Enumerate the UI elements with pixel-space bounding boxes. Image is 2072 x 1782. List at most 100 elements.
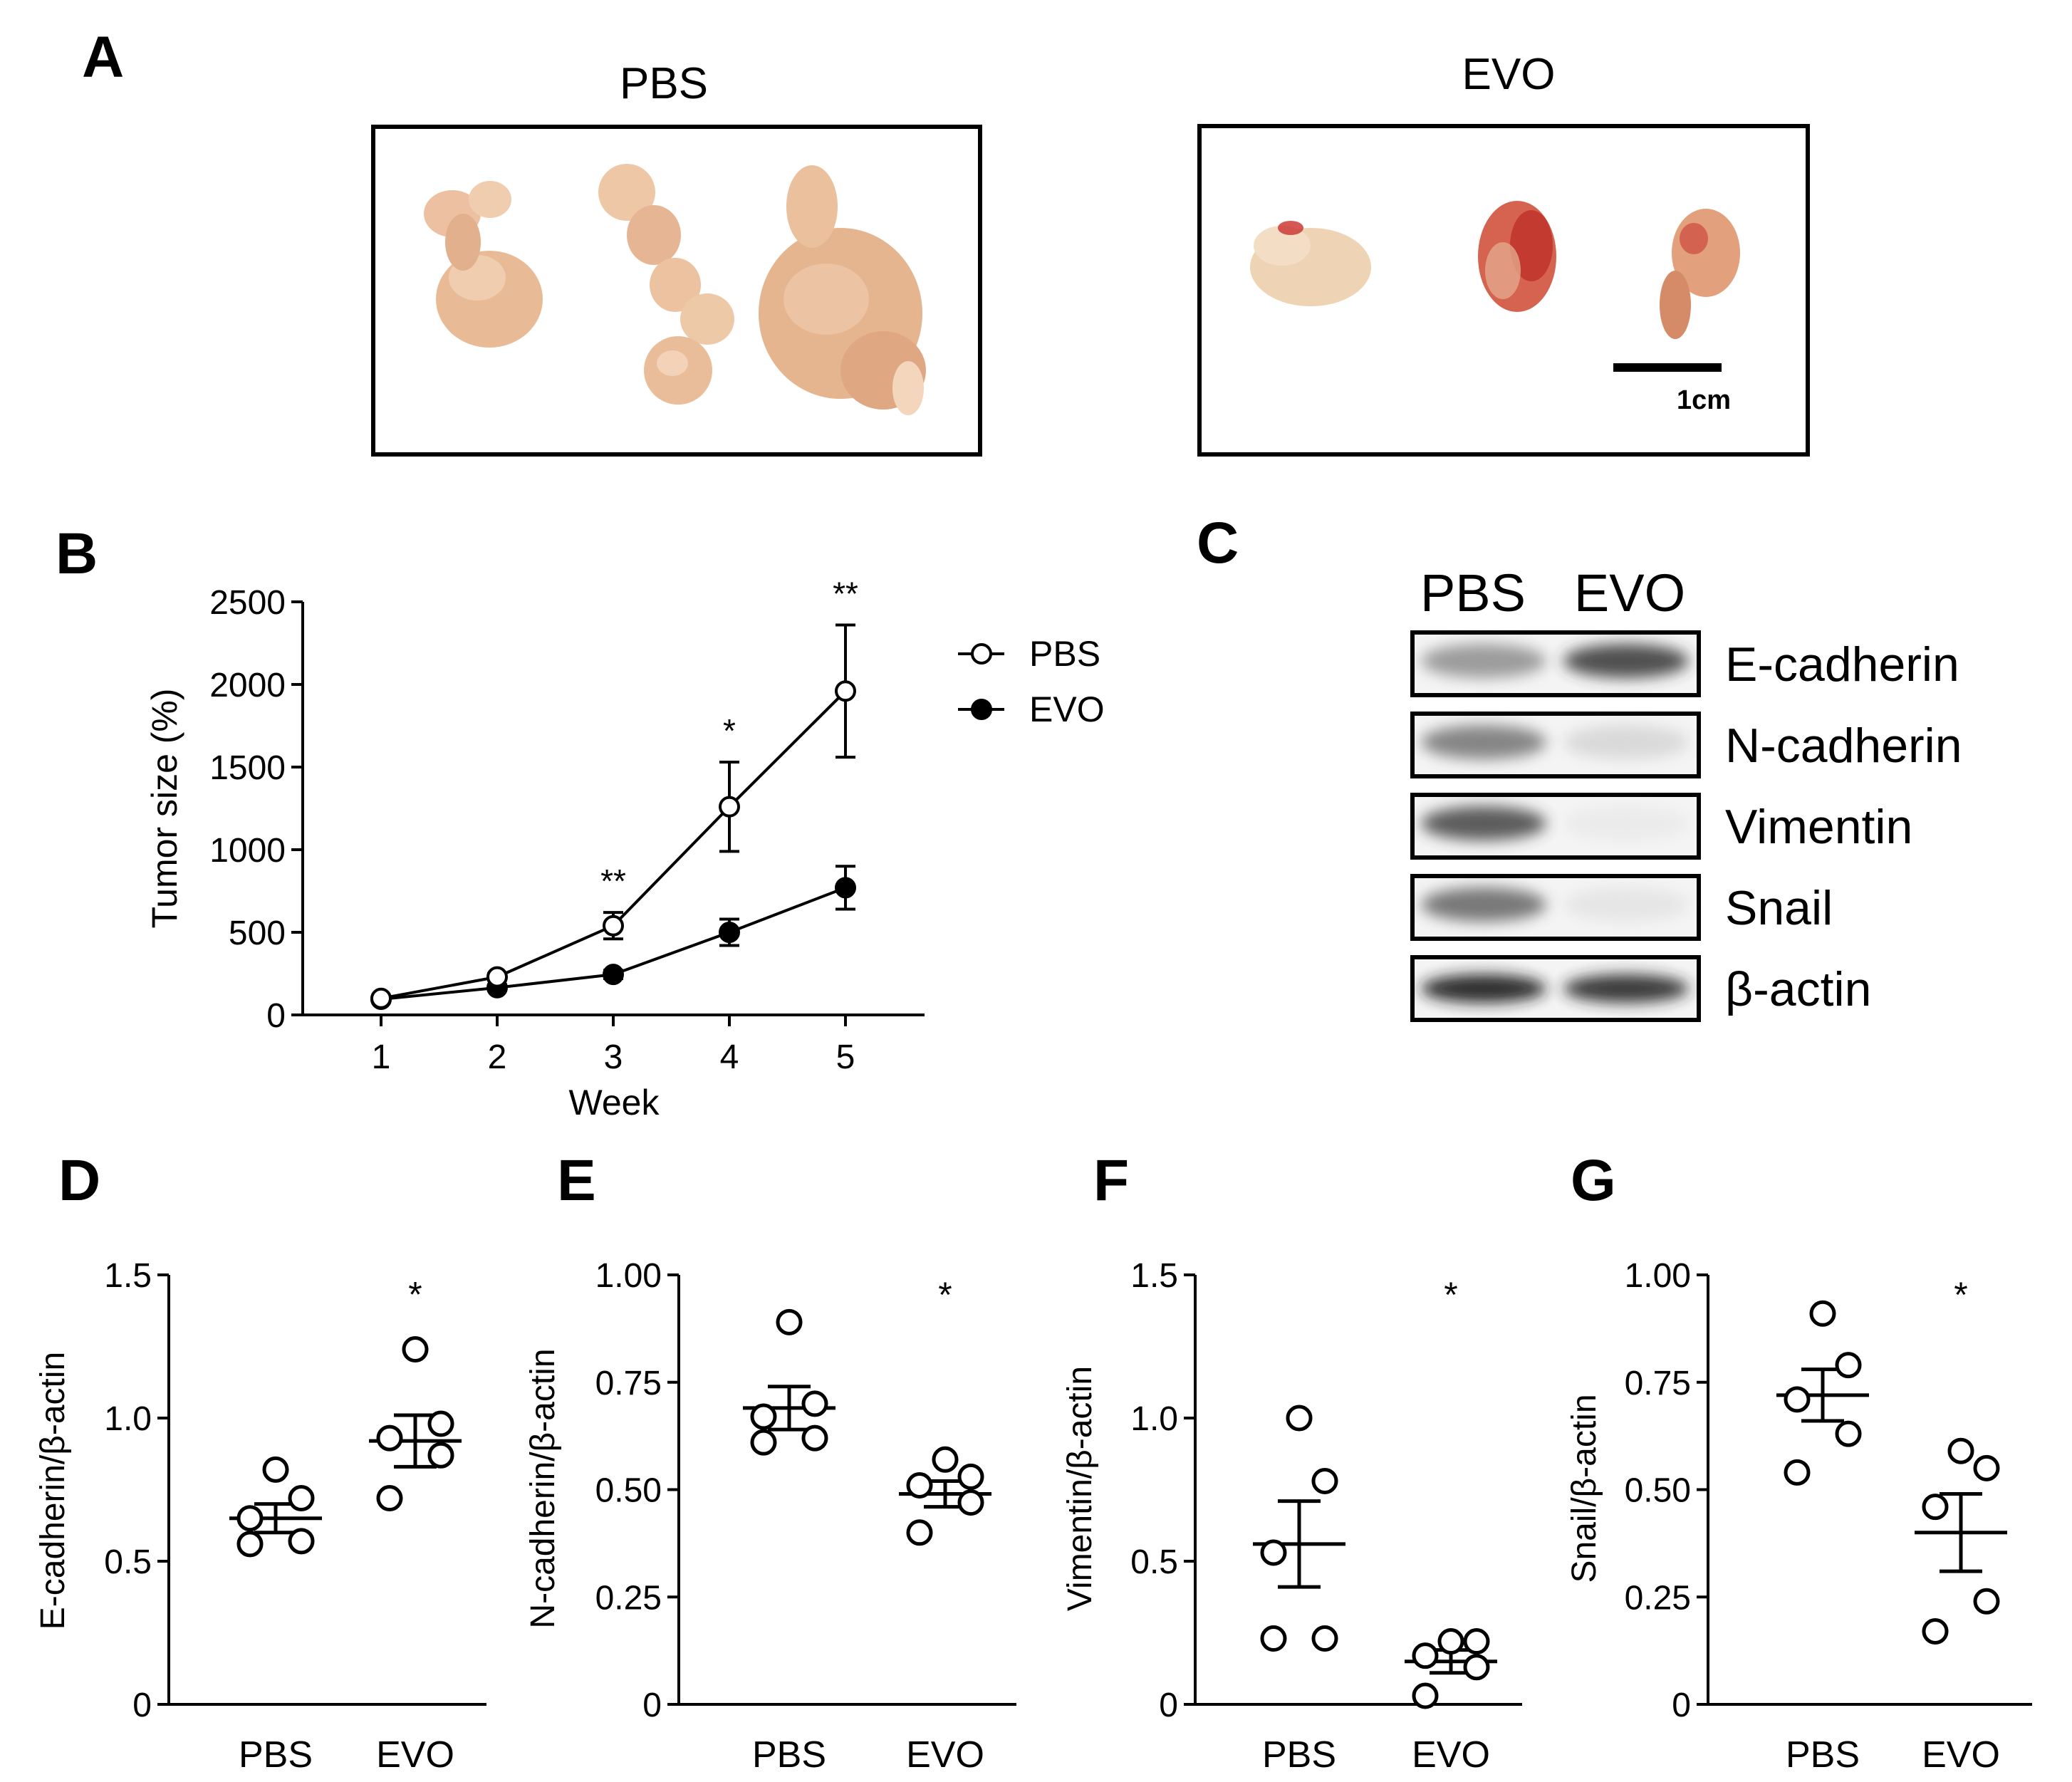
data-point-evo bbox=[1922, 1617, 1949, 1645]
blot-band bbox=[1421, 974, 1546, 1003]
y-tick-label: 0.75 bbox=[1625, 1365, 1691, 1402]
y-tick-label: 1500 bbox=[209, 749, 286, 787]
blot-row-label: Vimentin bbox=[1725, 800, 1912, 854]
data-point-evo bbox=[1973, 1454, 2000, 1481]
data-point-pbs bbox=[750, 1429, 777, 1456]
panel-letter-b: B bbox=[56, 521, 98, 586]
legend-marker-evo bbox=[971, 699, 992, 720]
data-point-pbs bbox=[236, 1531, 264, 1558]
data-point-pbs bbox=[750, 1403, 777, 1430]
panel-a: PBS EVO bbox=[371, 50, 1810, 457]
data-point-pbs bbox=[1286, 1405, 1313, 1432]
data-point-pbs bbox=[776, 1308, 803, 1335]
tumor-tissue bbox=[1250, 221, 1371, 306]
y-axis-label: E-cadherin/β-actin bbox=[34, 1352, 72, 1630]
panel-c-western-blot: PBS EVO E-cadherin N-cadherin Vimentin Snai… bbox=[1410, 563, 1962, 1022]
x-category-label: EVO bbox=[1922, 1734, 2000, 1776]
y-tick-label: 0.5 bbox=[1130, 1543, 1178, 1581]
significance-marker: ** bbox=[600, 863, 626, 900]
x-tick-label: 4 bbox=[720, 1038, 739, 1076]
data-point-evo bbox=[1463, 1654, 1490, 1681]
data-point-pbs bbox=[262, 1456, 289, 1483]
tumor-tissue bbox=[1478, 201, 1556, 312]
x-category-label: EVO bbox=[906, 1734, 984, 1776]
significance-marker: * bbox=[408, 1275, 422, 1315]
photo-label-pbs: PBS bbox=[620, 59, 708, 108]
data-point-evo bbox=[957, 1489, 984, 1516]
blot-row-label: N-cadherin bbox=[1725, 719, 1962, 773]
x-tick-label: 3 bbox=[604, 1038, 623, 1076]
y-tick-label: 0 bbox=[1672, 1687, 1691, 1724]
panel-letter-d: D bbox=[58, 1148, 100, 1213]
y-tick-label: 1.0 bbox=[1130, 1400, 1178, 1438]
x-category-label: PBS bbox=[752, 1734, 826, 1776]
data-point-evo bbox=[402, 1336, 429, 1363]
tumor-tissue bbox=[1660, 209, 1740, 339]
x-category-label: PBS bbox=[1262, 1734, 1336, 1776]
significance-marker: ** bbox=[833, 575, 858, 612]
data-point-pbs bbox=[1809, 1300, 1836, 1327]
y-tick-label: 0 bbox=[266, 997, 286, 1035]
y-tick-label: 1.00 bbox=[595, 1257, 662, 1295]
data-point-evo bbox=[427, 1410, 454, 1437]
x-axis-label: Week bbox=[569, 1083, 660, 1122]
blot-row-label: β-actin bbox=[1725, 962, 1871, 1016]
data-point-pbs bbox=[288, 1528, 315, 1555]
panel-g-dot-plot: 0 0.25 0.50 0.75 1.00 PBS EVO Snail/β-actin * bbox=[1566, 1257, 2032, 1776]
y-tick-label: 1.5 bbox=[1130, 1257, 1178, 1295]
data-point-evo bbox=[906, 1519, 933, 1546]
data-point-pbs bbox=[1260, 1539, 1287, 1566]
panel-d-dot-plot: 0 0.5 1.0 1.5 PBS EVO E-cadherin/β-actin * bbox=[34, 1257, 486, 1776]
blot-lane-label-evo: EVO bbox=[1574, 563, 1685, 622]
blot-lane-label-pbs: PBS bbox=[1420, 563, 1526, 622]
significance-marker: * bbox=[938, 1275, 952, 1315]
significance-marker: * bbox=[723, 712, 736, 749]
y-tick-label: 0.75 bbox=[595, 1365, 662, 1402]
data-point-evo bbox=[376, 1424, 403, 1452]
blot-band bbox=[1421, 806, 1546, 840]
significance-marker: * bbox=[1954, 1275, 1967, 1315]
data-point-pbs bbox=[370, 987, 392, 1009]
data-point-evo bbox=[957, 1463, 984, 1490]
panel-e-dot-plot: 0 0.25 0.50 0.75 1.00 PBS EVO N-cadherin/β-acti… bbox=[524, 1257, 1016, 1776]
y-tick-label: 1.00 bbox=[1625, 1257, 1691, 1295]
blot-band bbox=[1563, 974, 1689, 1003]
data-point-evo bbox=[1437, 1628, 1464, 1655]
panel-letter-f: F bbox=[1093, 1148, 1129, 1213]
data-point-pbs bbox=[835, 680, 856, 702]
photo-label-evo: EVO bbox=[1462, 50, 1556, 99]
y-tick-label: 0.25 bbox=[595, 1579, 662, 1617]
series-line-pbs bbox=[380, 689, 847, 1000]
data-point-evo bbox=[1412, 1642, 1439, 1669]
data-point-evo bbox=[1922, 1494, 1949, 1521]
blot-band bbox=[1421, 887, 1546, 922]
legend-label-evo: EVO bbox=[1029, 689, 1105, 729]
data-point-evo bbox=[1463, 1628, 1490, 1655]
x-tick-label: 5 bbox=[836, 1038, 855, 1076]
blot-band bbox=[1563, 806, 1689, 840]
blot-row-label: E-cadherin bbox=[1725, 637, 1959, 692]
y-axis-label: N-cadherin/β-actin bbox=[524, 1348, 562, 1628]
panel-letter-g: G bbox=[1571, 1148, 1616, 1213]
y-tick-label: 0.50 bbox=[1625, 1472, 1691, 1510]
blot-row-label: Snail bbox=[1725, 881, 1833, 935]
y-tick-label: 0 bbox=[642, 1687, 662, 1724]
x-tick-label: 1 bbox=[372, 1038, 391, 1076]
x-category-label: EVO bbox=[1412, 1734, 1490, 1776]
scale-bar-label: 1cm bbox=[1677, 385, 1731, 415]
panel-f-dot-plot: 0 0.5 1.0 1.5 PBS EVO Vimentin/β-actin * bbox=[1061, 1257, 1522, 1776]
blot-band bbox=[1421, 725, 1546, 759]
data-point-evo bbox=[1947, 1437, 1974, 1464]
data-point-pbs bbox=[1260, 1625, 1287, 1652]
data-point-pbs bbox=[1835, 1420, 1862, 1447]
data-point-pbs bbox=[486, 966, 508, 988]
data-point-evo bbox=[376, 1485, 403, 1512]
data-point-pbs bbox=[1311, 1467, 1338, 1494]
data-point-pbs bbox=[1835, 1352, 1862, 1379]
data-point-pbs bbox=[288, 1485, 315, 1512]
data-point-evo bbox=[427, 1442, 454, 1469]
data-point-evo bbox=[932, 1446, 959, 1473]
panel-letter-c: C bbox=[1197, 511, 1239, 575]
y-tick-label: 1.5 bbox=[104, 1257, 152, 1295]
